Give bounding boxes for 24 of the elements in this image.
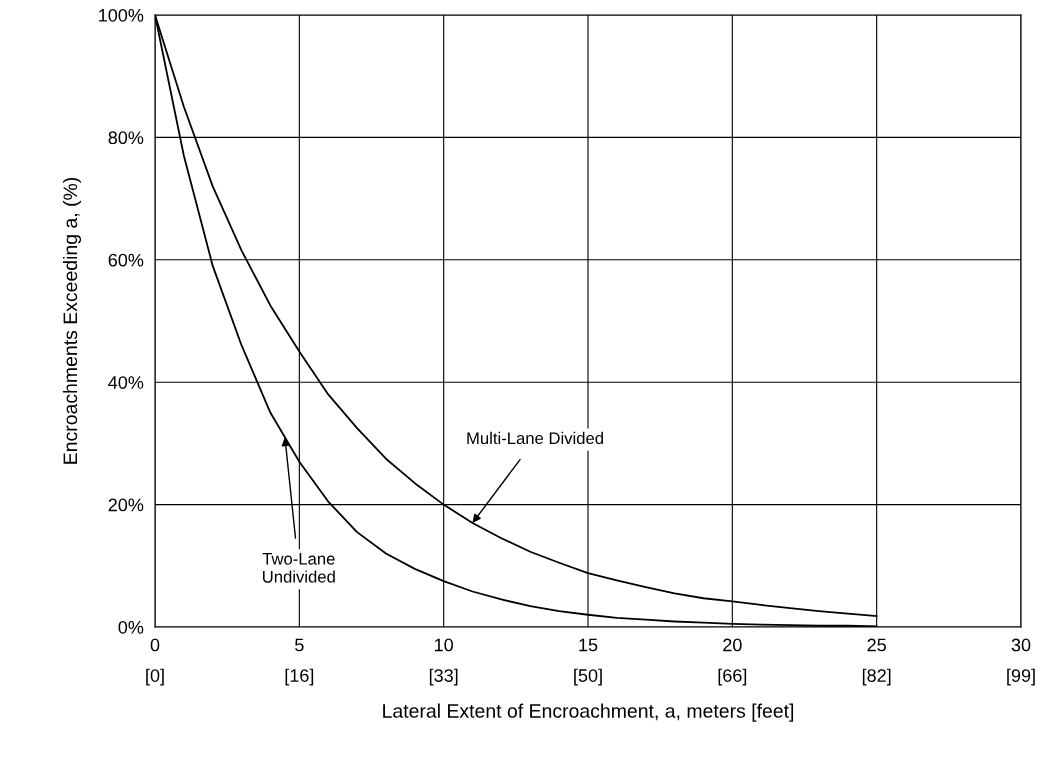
y-tick-label: 40% <box>108 376 144 389</box>
y-tick-label: 20% <box>108 498 144 512</box>
y-tick-label: 60% <box>108 253 144 267</box>
x-tick-label: 10 <box>435 638 453 652</box>
text: [33] <box>429 668 458 686</box>
annotation: Multi-Lane Divided <box>467 431 603 445</box>
annotation: Two-Lane Undivided <box>262 553 335 583</box>
text: [16] <box>285 668 314 686</box>
y-tick-label: 0% <box>118 620 144 634</box>
text: [66] <box>718 668 747 686</box>
y-tick-label: 100% <box>99 8 144 22</box>
text: [99] <box>1007 668 1035 686</box>
x-axis-title: Lateral Extent of Encroachment, a, meters [feet] <box>383 703 794 722</box>
text: [0] <box>146 668 164 686</box>
x-tick-label: 5 <box>295 638 304 652</box>
y-tick-label: 80% <box>108 131 144 145</box>
y-axis-title: Encroachments Exceeding a, (%) <box>62 177 82 464</box>
x-tick-label: 25 <box>867 638 886 652</box>
text: [82] <box>862 668 891 686</box>
x-tick-label: 20 <box>723 638 742 652</box>
text: [50] <box>574 668 602 686</box>
x-tick-label: 30 <box>1011 638 1031 652</box>
x-tick-label: 0 <box>150 638 160 652</box>
x-tick-label: 15 <box>579 638 598 652</box>
